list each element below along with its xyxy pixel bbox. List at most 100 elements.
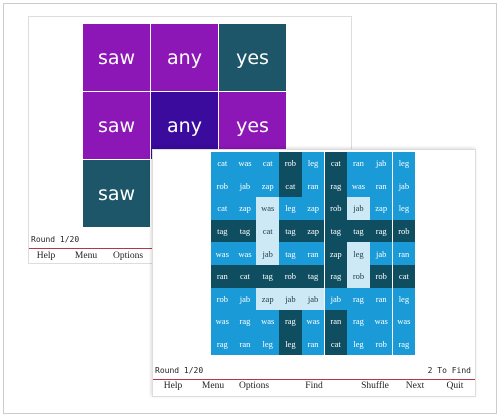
word-cell[interactable]: rob [211, 287, 234, 311]
word-cell[interactable]: zap [369, 197, 393, 220]
word-cell[interactable]: tag [233, 219, 257, 243]
word-cell[interactable]: ran [369, 287, 393, 311]
word-cell[interactable]: leg [392, 287, 416, 311]
word-cell[interactable]: jab [256, 242, 279, 265]
word-cell[interactable]: zap [301, 219, 325, 243]
to-find: 2 To Find [427, 366, 471, 375]
word-cell[interactable]: ran [392, 242, 416, 265]
menu-button[interactable]: Help [36, 251, 56, 261]
word-cell[interactable]: was [256, 310, 279, 333]
menu-button[interactable]: Shuffle [361, 381, 389, 391]
word-cell[interactable]: ran [301, 242, 325, 265]
word-cell[interactable]: was [233, 152, 257, 175]
word-cell[interactable]: rag [279, 310, 302, 333]
word-cell[interactable]: leg [301, 152, 325, 175]
word-cell[interactable]: jab [301, 287, 325, 311]
word-cell[interactable]: ran [347, 152, 370, 175]
menu-button[interactable]: Menu [201, 381, 225, 391]
word-cell[interactable]: leg [392, 197, 416, 220]
word-cell[interactable]: rag [392, 332, 416, 356]
word-tile[interactable]: saw [83, 24, 150, 91]
word-cell[interactable]: tag [324, 219, 348, 243]
word-cell[interactable]: was [211, 242, 234, 265]
menu-button[interactable]: Options [112, 251, 144, 261]
menu-button[interactable]: Menu [74, 251, 98, 261]
word-cell[interactable]: rag [369, 219, 393, 243]
word-cell[interactable]: zap [324, 242, 348, 265]
word-cell[interactable]: ran [369, 174, 393, 198]
word-cell[interactable]: ran [324, 310, 348, 333]
word-cell[interactable]: cat [324, 152, 348, 175]
word-cell[interactable]: jab [233, 174, 257, 198]
word-tile[interactable]: yes [219, 24, 286, 91]
word-cell[interactable]: leg [279, 197, 302, 220]
word-cell[interactable]: jab [369, 152, 393, 175]
menu-button[interactable]: Options [238, 381, 270, 391]
word-cell[interactable]: cat [256, 152, 279, 175]
word-cell[interactable]: tag [279, 242, 302, 265]
word-cell[interactable]: was [301, 310, 325, 333]
word-cell[interactable]: ran [301, 174, 325, 198]
word-cell[interactable]: cat [279, 174, 302, 198]
word-cell[interactable]: rob [392, 219, 416, 243]
word-cell[interactable]: leg [279, 332, 302, 356]
word-cell[interactable]: tag [279, 219, 302, 243]
word-cell[interactable]: zap [301, 197, 325, 220]
word-cell[interactable]: rag [347, 287, 370, 311]
word-cell[interactable]: leg [256, 332, 279, 356]
menu-button[interactable]: Next [405, 381, 425, 391]
word-cell[interactable]: jab [324, 287, 348, 311]
menu-button[interactable]: Find [305, 381, 323, 391]
word-cell[interactable]: leg [347, 332, 370, 356]
word-cell[interactable]: was [347, 174, 370, 198]
front-screen: Round 1/20 2 To Find cat was cat rob leg cat r… [152, 149, 476, 397]
word-tile[interactable]: yes [219, 92, 286, 159]
word-cell[interactable]: rob [347, 265, 370, 288]
word-cell[interactable]: ran [301, 332, 325, 356]
word-cell[interactable]: jab [392, 174, 416, 198]
word-cell[interactable]: cat [211, 197, 234, 220]
word-cell[interactable]: rob [324, 197, 348, 220]
menu-button[interactable]: Quit [446, 381, 464, 391]
word-cell[interactable]: rob [369, 332, 393, 356]
word-cell[interactable]: leg [392, 152, 416, 175]
word-cell[interactable]: jab [369, 242, 393, 265]
word-cell[interactable]: rob [211, 174, 234, 198]
word-cell[interactable]: jab [279, 287, 302, 311]
word-cell[interactable]: cat [211, 152, 234, 175]
word-cell[interactable]: ran [233, 332, 257, 356]
word-cell[interactable]: zap [256, 174, 279, 198]
word-cell[interactable]: cat [233, 265, 257, 288]
word-cell[interactable]: jab [347, 197, 370, 220]
word-tile[interactable]: saw [83, 160, 150, 227]
word-cell[interactable]: rob [279, 265, 302, 288]
word-cell[interactable]: zap [256, 287, 279, 311]
word-cell[interactable]: was [256, 197, 279, 220]
word-cell[interactable]: cat [256, 219, 279, 243]
word-cell[interactable]: tag [256, 265, 279, 288]
word-cell[interactable]: rag [211, 332, 234, 356]
word-tile[interactable]: any [151, 24, 218, 91]
word-cell[interactable]: rag [347, 310, 370, 333]
word-cell[interactable]: cat [392, 265, 416, 288]
word-cell[interactable]: rag [324, 265, 348, 288]
word-cell[interactable]: was [392, 310, 416, 333]
word-cell[interactable]: rob [279, 152, 302, 175]
word-tile[interactable]: saw [83, 92, 150, 159]
word-cell[interactable]: cat [324, 332, 348, 356]
menu-button[interactable]: Help [163, 381, 183, 391]
word-cell[interactable]: was [233, 242, 257, 265]
word-cell[interactable]: rag [324, 174, 348, 198]
word-cell[interactable]: was [211, 310, 234, 333]
word-cell[interactable]: rob [369, 265, 393, 288]
word-cell[interactable]: rag [233, 310, 257, 333]
word-cell[interactable]: tag [301, 265, 325, 288]
word-cell[interactable]: zap [233, 197, 257, 220]
word-cell[interactable]: was [369, 310, 393, 333]
word-tile[interactable]: any [151, 92, 218, 159]
word-cell[interactable]: tag [347, 219, 370, 243]
word-cell[interactable]: jab [233, 287, 257, 311]
word-cell[interactable]: ran [211, 265, 234, 288]
word-cell[interactable]: tag [211, 219, 234, 243]
word-cell[interactable]: leg [347, 242, 370, 265]
